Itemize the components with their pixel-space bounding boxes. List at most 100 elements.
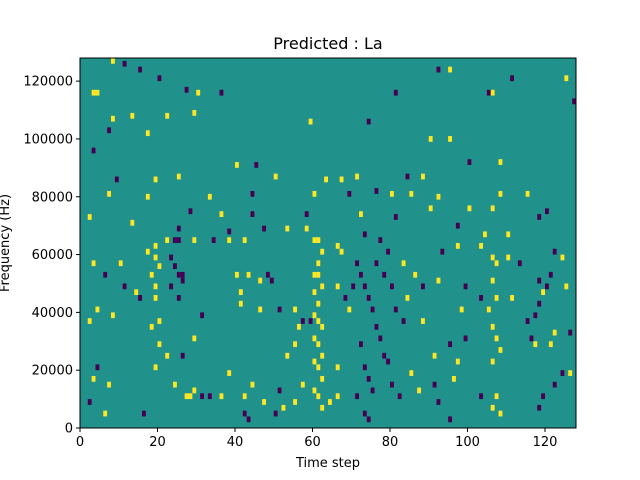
heatmap-cell: [545, 283, 549, 290]
heatmap-cell: [227, 237, 232, 243]
heatmap-cell: [560, 370, 565, 376]
heatmap-cell: [316, 260, 321, 267]
heatmap-cell: [560, 254, 565, 261]
heatmap-cell: [347, 306, 352, 313]
heatmap-cell: [409, 370, 414, 376]
heatmap-cell: [142, 410, 146, 417]
heatmap-cell: [196, 89, 201, 96]
heatmap-cell: [173, 237, 177, 243]
heatmap-cell: [366, 118, 371, 125]
heatmap-cell: [238, 300, 243, 307]
heatmap-cell: [91, 260, 96, 267]
x-tick-label: 80: [382, 435, 399, 450]
heatmap-cell: [432, 352, 437, 359]
heatmap-cell: [153, 295, 158, 301]
heatmap-cell: [537, 277, 542, 284]
heatmap-cell: [87, 318, 92, 324]
heatmap-cell: [448, 136, 453, 142]
plot-background: [80, 58, 576, 428]
heatmap-cell: [165, 112, 170, 119]
heatmap-cell: [490, 323, 495, 330]
heatmap-cell: [533, 312, 538, 319]
heatmap-cell: [545, 208, 549, 215]
heatmap-cell: [145, 248, 150, 255]
heatmap-cell: [242, 410, 247, 417]
heatmap-cell: [219, 211, 224, 217]
heatmap-cell: [173, 381, 177, 388]
heatmap-cell: [246, 271, 251, 278]
y-axis-label: Frequency (Hz): [0, 194, 13, 292]
heatmap-cell: [490, 404, 495, 411]
heatmap-cell: [118, 260, 123, 267]
heatmap-cell: [490, 89, 495, 96]
heatmap-cell: [506, 254, 511, 261]
heatmap-cell: [339, 248, 344, 255]
heatmap-cell: [463, 335, 468, 342]
heatmap-cell: [362, 410, 367, 417]
heatmap-cell: [316, 364, 321, 371]
heatmap-cell: [552, 329, 557, 336]
heatmap-cell: [320, 248, 325, 255]
heatmap-cell: [254, 162, 259, 168]
heatmap-cell: [138, 295, 143, 301]
heatmap-cell: [153, 176, 158, 183]
heatmap-cell: [390, 190, 394, 197]
heatmap-cell: [250, 381, 255, 388]
heatmap-cell: [269, 277, 274, 284]
heatmap-cell: [262, 225, 267, 232]
heatmap-cell: [169, 254, 174, 261]
heatmap-cell: [107, 381, 112, 388]
heatmap-cell: [366, 416, 371, 423]
x-tick-label: 0: [76, 435, 84, 450]
heatmap-cell: [548, 341, 553, 348]
heatmap-cell: [308, 318, 313, 324]
heatmap-cell: [490, 205, 495, 212]
heatmap-cell: [359, 211, 363, 217]
heatmap-cell: [537, 214, 542, 220]
heatmap-cell: [455, 243, 460, 249]
heatmap-cell: [541, 393, 546, 400]
heatmap-cell: [111, 58, 115, 64]
heatmap-cell: [370, 306, 375, 313]
heatmap-cell: [157, 318, 162, 324]
heatmap-cell: [145, 193, 150, 200]
heatmap-cell: [153, 364, 158, 371]
heatmap-cell: [250, 190, 255, 197]
heatmap-cell: [525, 318, 530, 324]
heatmap-cell: [180, 271, 185, 278]
heatmap-cell: [366, 375, 371, 382]
heatmap-cell: [483, 231, 487, 238]
heatmap-cell: [436, 66, 441, 73]
heatmap-cell: [211, 237, 216, 243]
heatmap-cell: [227, 370, 232, 376]
heatmap-cell: [351, 283, 356, 290]
heatmap-cell: [312, 312, 317, 319]
heatmap-cell: [498, 159, 503, 165]
heatmap-cell: [312, 237, 317, 243]
heatmap-cell: [273, 173, 278, 180]
heatmap-cell: [537, 404, 542, 411]
heatmap-cell: [138, 66, 143, 73]
heatmap-cell: [192, 110, 197, 116]
heatmap-cell: [266, 271, 270, 278]
y-tick-label: 40000: [32, 306, 73, 321]
heatmap-cell: [479, 243, 484, 249]
heatmap-cell: [401, 318, 406, 324]
heatmap-cell: [153, 254, 158, 261]
heatmap-cell: [386, 248, 391, 255]
y-tick-label: 120000: [23, 75, 73, 90]
heatmap-cell: [564, 283, 569, 290]
heatmap-cell: [184, 393, 189, 400]
heatmap-cell: [409, 190, 414, 197]
heatmap-cell: [490, 358, 495, 365]
heatmap-cell: [347, 190, 352, 197]
heatmap-cell: [506, 231, 511, 238]
heatmap-cell: [246, 416, 251, 423]
heatmap-cell: [393, 89, 398, 96]
heatmap-cell: [440, 248, 445, 255]
heatmap-cell: [355, 260, 360, 267]
heatmap-cell: [149, 323, 154, 330]
heatmap-cell: [428, 205, 433, 212]
heatmap-cell: [184, 86, 189, 93]
heatmap-cell: [378, 335, 383, 342]
